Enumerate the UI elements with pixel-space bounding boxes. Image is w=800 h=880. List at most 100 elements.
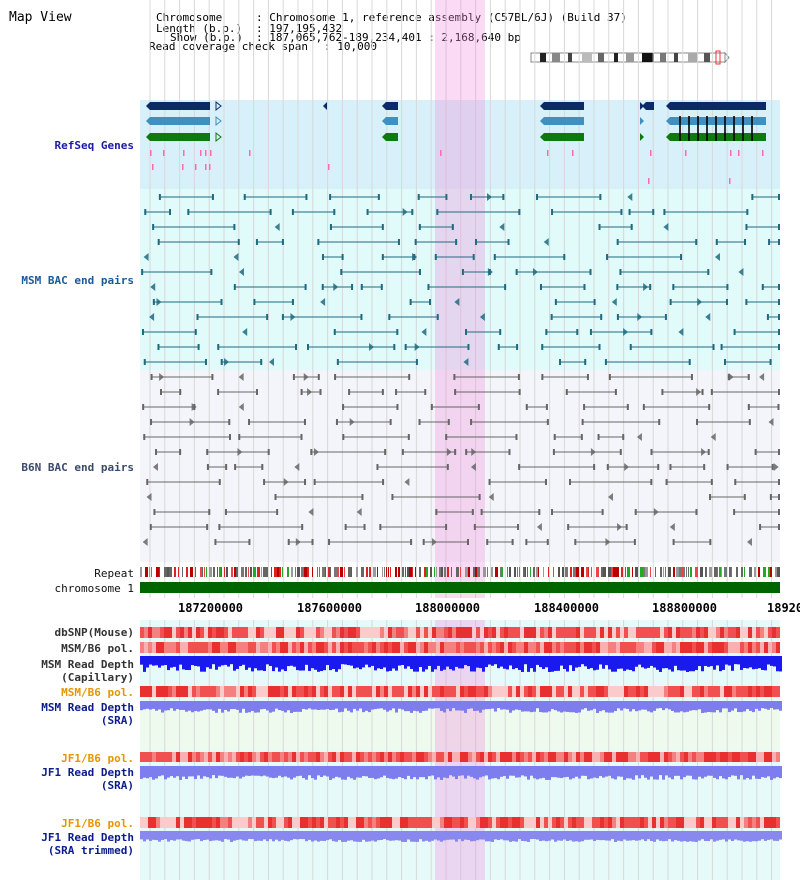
depth-bar (440, 766, 443, 780)
highlight-region[interactable] (435, 0, 485, 880)
jf1-depth-trimmed-label[interactable]: JF1 Read Depth (41, 831, 134, 844)
refseq-mark (650, 150, 652, 156)
b6n-bac-label[interactable]: B6N BAC end pairs (21, 461, 134, 474)
jf1-depth-sra-label[interactable]: JF1 Read Depth (41, 766, 134, 779)
pol-heat-cell (380, 627, 384, 638)
repeat-block (679, 567, 681, 577)
pol-heat-cell (608, 752, 612, 762)
depth-bar (158, 831, 161, 842)
jf1-b6-pol-label[interactable]: JF1/B6 pol. (61, 752, 134, 765)
depth-bar (554, 766, 557, 778)
msm-depth-capillary-label[interactable]: MSM Read Depth (41, 658, 134, 671)
pol-heat-cell (604, 817, 608, 828)
depth-bar (338, 701, 341, 713)
pol-heat-cell (352, 817, 356, 828)
gene-strand-arrow (382, 117, 386, 125)
pol-heat-cell (524, 686, 528, 697)
bac-end (471, 509, 474, 515)
depth-bar (326, 831, 329, 841)
depth-bar (380, 766, 383, 778)
repeat-label[interactable]: Repeat (94, 567, 134, 580)
depth-bar (293, 831, 296, 840)
pol-heat-cell (716, 817, 720, 828)
bac-end (159, 389, 162, 395)
pol-heat-cell (688, 686, 692, 697)
pol-heat-cell (732, 817, 736, 828)
pol-heat-cell (248, 752, 252, 762)
pol-heat-cell (772, 642, 776, 653)
depth-bar (701, 701, 704, 713)
jf1-b6-pol-label-2[interactable]: JF1/B6 pol. (61, 817, 134, 830)
depth-bar (491, 656, 494, 666)
bac-end (709, 539, 712, 545)
depth-bar (152, 701, 155, 709)
depth-bar (227, 831, 230, 840)
pol-heat-cell (640, 752, 644, 762)
chromosome-ideogram[interactable] (528, 50, 730, 66)
depth-bar (152, 766, 155, 780)
pol-heat-cell (280, 627, 284, 638)
depth-bar (710, 656, 713, 667)
depth-bar (572, 831, 575, 842)
bac-end (381, 389, 384, 395)
bac-end (777, 404, 780, 410)
depth-bar (431, 701, 434, 709)
depth-bar (473, 831, 476, 842)
msm-bac-label[interactable]: MSM BAC end pairs (21, 274, 134, 287)
bac-end (778, 344, 780, 350)
bac-arrow (333, 283, 339, 291)
bac-end (266, 314, 269, 320)
bac-end (149, 524, 152, 530)
depth-bar (332, 831, 335, 842)
depth-bar (425, 766, 428, 780)
bac-end (536, 194, 539, 200)
msm-b6-pol-label-2[interactable]: MSM/B6 pol. (61, 686, 134, 699)
depth-bar (266, 701, 269, 711)
pol-heat-cell (356, 642, 360, 653)
depth-bar (185, 831, 188, 842)
depth-bar (734, 701, 737, 709)
depth-bar (275, 766, 278, 778)
depth-bar (212, 656, 215, 665)
pol-heat-cell (380, 752, 384, 762)
pol-heat-cell (636, 686, 640, 697)
depth-bar (728, 701, 731, 713)
pol-heat-cell (668, 627, 672, 638)
dbsnp-label[interactable]: dbSNP(Mouse) (54, 626, 134, 639)
depth-bar (728, 831, 731, 840)
refseq-genes-label[interactable]: RefSeq Genes (54, 139, 134, 152)
depth-bar (608, 831, 611, 841)
depth-bar (545, 656, 548, 668)
bac-end (606, 464, 609, 470)
chromosome-track-label[interactable]: chromosome 1 (54, 582, 134, 595)
gene-exon (646, 102, 654, 110)
depth-bar (452, 656, 455, 671)
pol-heat-cell (508, 752, 512, 762)
bac-end (633, 539, 636, 545)
repeat-block (295, 567, 296, 577)
bac-end (281, 239, 284, 245)
depth-bar (203, 701, 206, 710)
bac-arrow (637, 313, 643, 321)
depth-bar (275, 831, 278, 840)
pol-heat-cell (468, 752, 472, 762)
bac-end (680, 254, 683, 260)
pol-heat-cell (480, 627, 484, 638)
msm-depth-sra-label[interactable]: MSM Read Depth (41, 701, 134, 714)
pol-heat-cell (636, 642, 640, 653)
pol-heat-cell (704, 642, 708, 653)
pol-heat-cell (496, 642, 500, 653)
pol-heat-cell (364, 752, 368, 762)
depth-bar (722, 701, 725, 709)
pol-heat-cell (280, 642, 284, 653)
pol-heat-cell (292, 817, 296, 828)
msm-b6-pol-label[interactable]: MSM/B6 pol. (61, 642, 134, 655)
depth-bar (599, 831, 602, 841)
depth-bar (548, 831, 551, 841)
depth-bar (248, 766, 251, 776)
depth-bar (755, 766, 758, 779)
depth-bar (218, 656, 221, 667)
depth-bar (641, 766, 644, 776)
bac-end (384, 449, 387, 455)
depth-bar (185, 701, 188, 712)
